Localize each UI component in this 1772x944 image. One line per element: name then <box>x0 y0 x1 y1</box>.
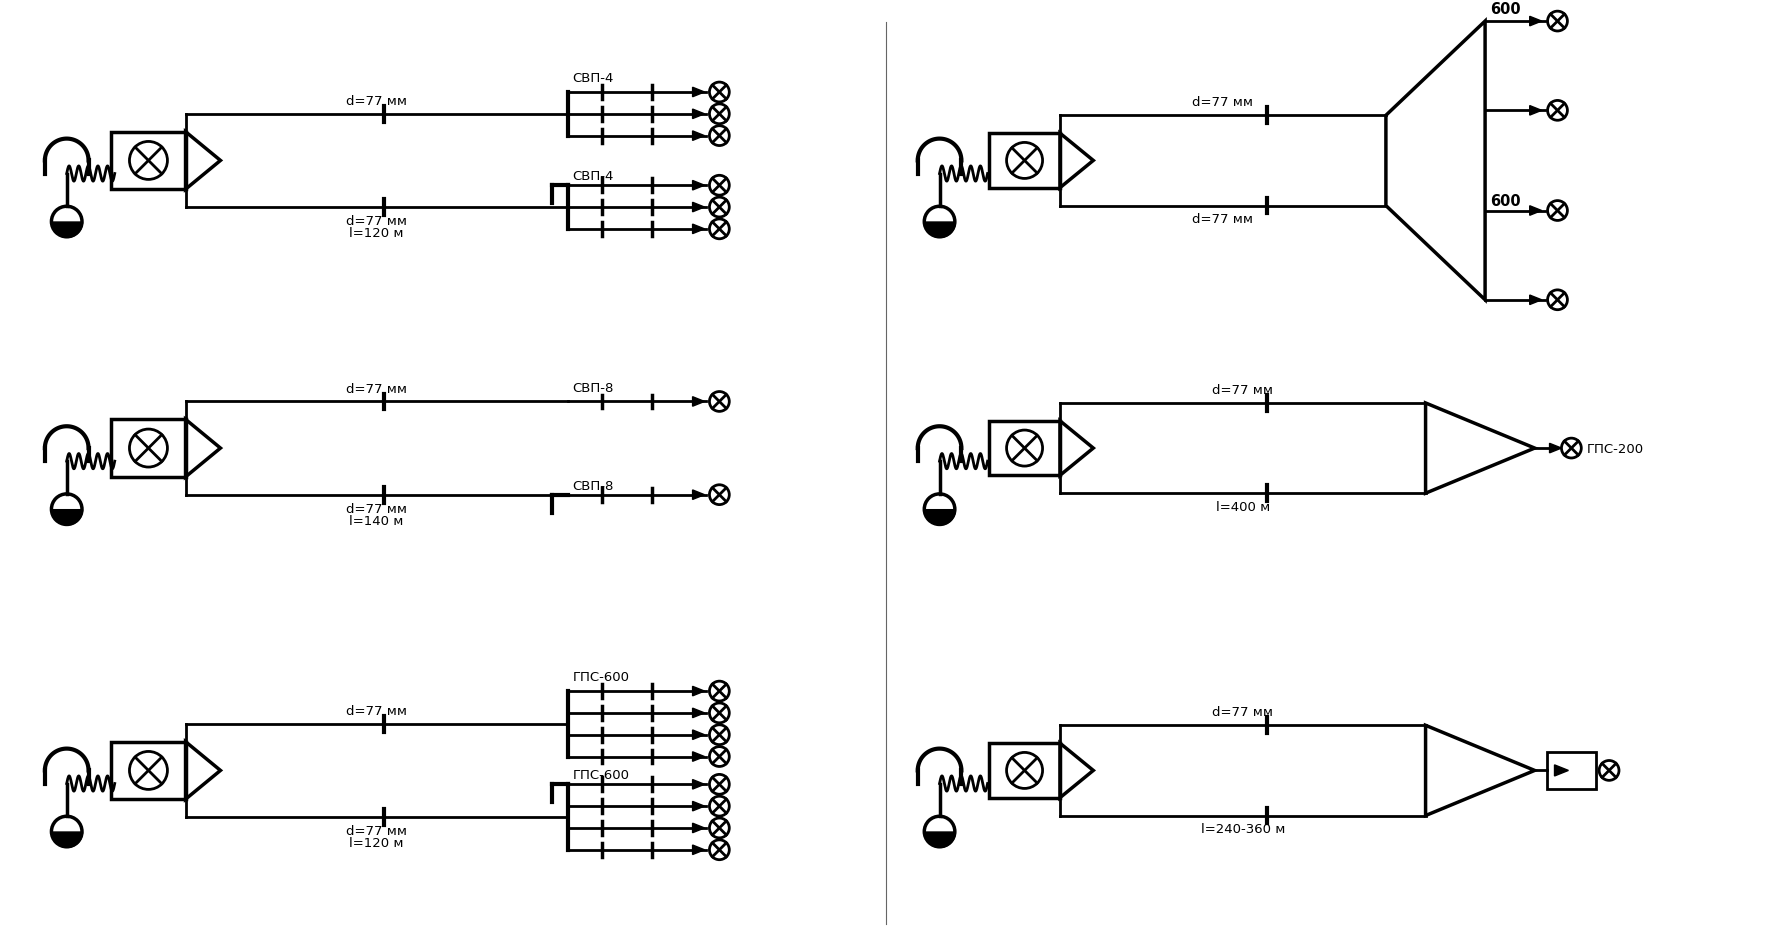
Text: ГПС-600: ГПС-600 <box>572 670 629 683</box>
Text: СВП-4: СВП-4 <box>572 72 613 85</box>
Text: d=77 мм: d=77 мм <box>1212 383 1274 396</box>
Bar <box>1547 751 1597 789</box>
Polygon shape <box>693 686 705 696</box>
Text: d=77 мм: d=77 мм <box>346 704 408 717</box>
Text: l=140 м: l=140 м <box>349 514 404 527</box>
Bar <box>989 743 1060 798</box>
Polygon shape <box>693 110 705 120</box>
Text: l=240-360 м: l=240-360 м <box>1201 822 1285 835</box>
Text: d=77 мм: d=77 мм <box>346 94 408 108</box>
Text: СВП-8: СВП-8 <box>572 480 613 492</box>
Polygon shape <box>1529 17 1542 26</box>
Text: d=77 мм: d=77 мм <box>346 502 408 515</box>
Text: ГПС-200: ГПС-200 <box>1586 442 1643 455</box>
Text: l=120 м: l=120 м <box>349 836 404 849</box>
Text: СВП-8: СВП-8 <box>572 381 613 394</box>
Polygon shape <box>1554 765 1568 776</box>
Polygon shape <box>1529 107 1542 116</box>
Bar <box>989 421 1060 476</box>
Bar <box>112 742 186 800</box>
Bar <box>112 420 186 478</box>
Polygon shape <box>693 397 705 407</box>
Bar <box>112 132 186 190</box>
Polygon shape <box>693 752 705 762</box>
Polygon shape <box>693 845 705 854</box>
Polygon shape <box>693 132 705 142</box>
Text: d=77 мм: d=77 мм <box>346 382 408 396</box>
Text: 600: 600 <box>1490 2 1520 17</box>
Polygon shape <box>693 181 705 191</box>
Text: d=77 мм: d=77 мм <box>346 824 408 837</box>
Text: СВП-4: СВП-4 <box>572 170 613 183</box>
Polygon shape <box>693 780 705 789</box>
Polygon shape <box>693 823 705 833</box>
Text: d=77 мм: d=77 мм <box>1193 213 1253 227</box>
Text: l=120 м: l=120 м <box>349 227 404 240</box>
Text: d=77 мм: d=77 мм <box>1212 705 1274 718</box>
Polygon shape <box>693 203 705 212</box>
Polygon shape <box>693 708 705 717</box>
Polygon shape <box>693 490 705 500</box>
Polygon shape <box>693 730 705 740</box>
Text: 600: 600 <box>1490 194 1520 209</box>
Polygon shape <box>693 88 705 97</box>
Polygon shape <box>693 225 705 234</box>
Polygon shape <box>1529 295 1542 305</box>
Polygon shape <box>1529 207 1542 216</box>
Text: d=77 мм: d=77 мм <box>346 214 408 228</box>
Text: ГПС-600: ГПС-600 <box>572 768 629 782</box>
Text: l=400 м: l=400 м <box>1216 500 1271 514</box>
Polygon shape <box>1549 444 1561 453</box>
Text: d=77 мм: d=77 мм <box>1193 96 1253 110</box>
Polygon shape <box>693 801 705 811</box>
Bar <box>989 134 1060 189</box>
